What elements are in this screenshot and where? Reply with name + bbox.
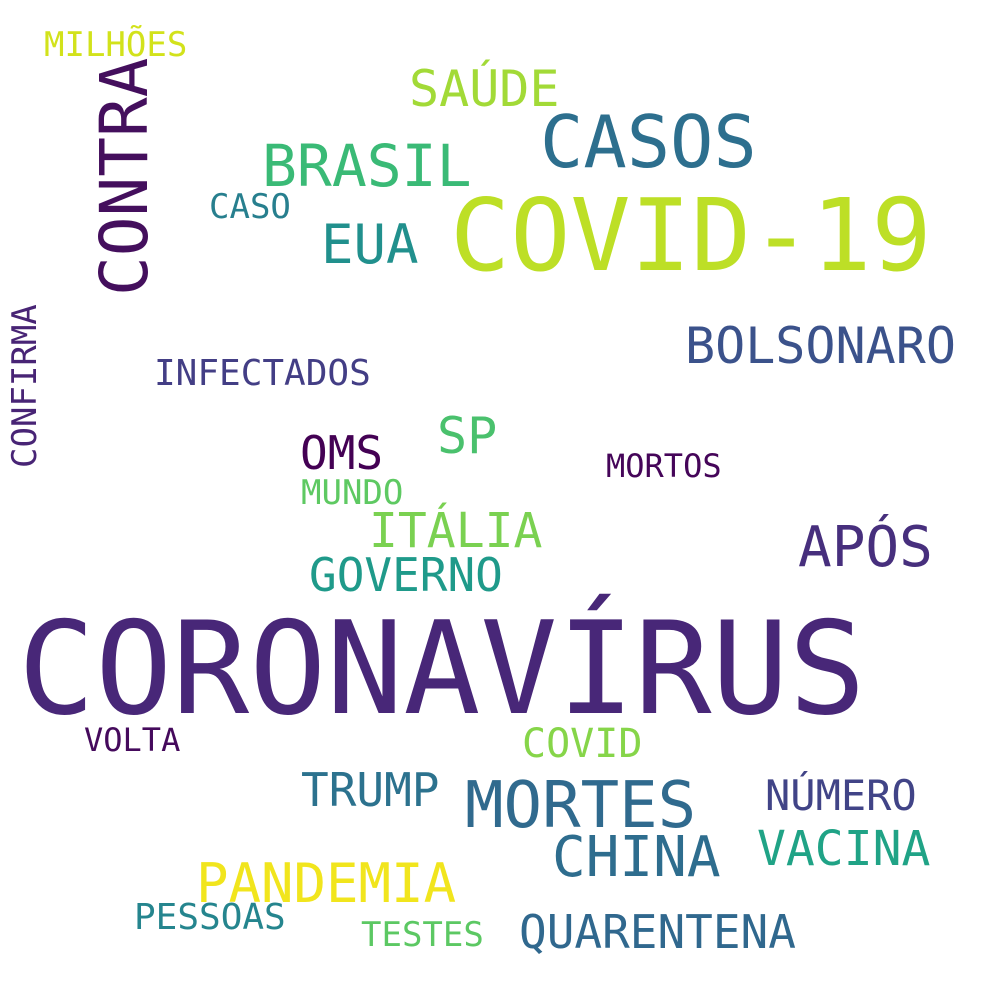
word-apos: APÓS [798, 515, 933, 580]
word-bolsonaro: BOLSONARO [685, 317, 956, 375]
word-testes: TESTES [361, 915, 484, 955]
word-saude: SAÚDE [409, 60, 560, 118]
word-numero: NÚMERO [765, 771, 917, 820]
word-covid-19: COVID-19 [450, 177, 932, 294]
word-infectados: INFECTADOS [154, 353, 371, 394]
word-quarentena: QUARENTENA [519, 905, 796, 959]
word-brasil: BRASIL [262, 132, 472, 200]
word-mortos: MORTOS [606, 447, 722, 485]
word-eua: EUA [321, 213, 419, 276]
word-china: CHINA [552, 825, 721, 890]
word-volta: VOLTA [84, 721, 181, 759]
word-oms: OMS [300, 426, 384, 480]
word-vacina: VACINA [757, 821, 931, 877]
word-italia: ITÁLIA [369, 503, 543, 559]
word-caso: CASO [209, 187, 291, 227]
word-milhoes: MILHÕES [44, 25, 188, 65]
word-contra: CONTRA [86, 57, 163, 296]
word-pandemia: PANDEMIA [196, 852, 457, 915]
word-pessoas: PESSOAS [134, 897, 286, 938]
word-covid: COVID [522, 721, 643, 767]
word-mundo: MUNDO [301, 473, 404, 513]
word-confirma: CONFIRMA [5, 304, 45, 468]
word-trump: TRUMP [301, 763, 440, 817]
word-governo: GOVERNO [309, 548, 503, 602]
word-mortes: MORTES [465, 769, 697, 843]
word-casos: CASOS [540, 100, 757, 184]
word-coronavirus: CORONAVÍRUS [18, 595, 866, 744]
word-sp: SP [437, 407, 498, 465]
